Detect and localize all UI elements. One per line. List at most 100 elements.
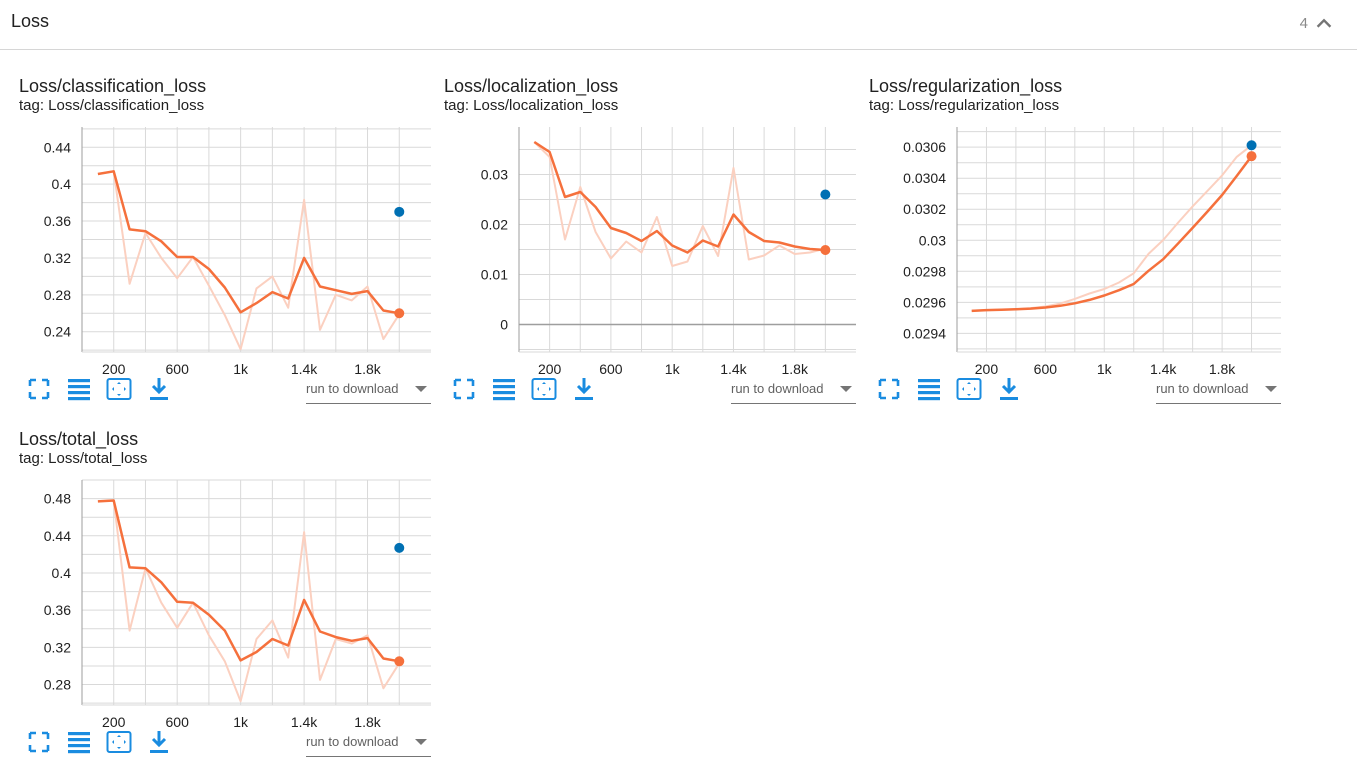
y-tick-label: 0.24 [44,324,71,340]
x-tick-label: 1.8k [1209,361,1236,377]
y-tick-label: 0.36 [44,213,71,229]
x-tick-label: 1k [1097,361,1113,377]
series-line-smoothed [97,170,400,315]
y-tick-label: 0.03 [481,167,508,183]
chart-title: Loss/total_loss [19,429,139,449]
dropdown-arrow-icon [1265,386,1277,392]
chart-plot[interactable]: 0.28 0.32 0.36 0.4 0.44 0.48 200 600 1k 1.4k 1.8k [19,429,439,730]
x-tick-label: 1k [665,361,681,377]
chart-title: Loss/localization_loss [444,76,619,96]
download-icon[interactable] [146,376,172,402]
chart-tag: tag: Loss/total_loss [19,450,148,467]
y-tick-label: 0.4 [52,176,72,192]
last-point-blue [394,206,405,217]
fit-domain-icon[interactable] [106,729,132,755]
run-to-download-select[interactable]: run to download [306,378,431,404]
chart-plot[interactable]: 0 0.01 0.02 0.03 200 600 1k 1.4k 1.8k [444,76,864,377]
list-icon[interactable] [66,729,92,755]
dropdown-arrow-icon [415,739,427,745]
download-icon[interactable] [146,729,172,755]
y-tick-label: 0.44 [44,528,71,544]
last-point-orange [394,656,405,667]
run-to-download-select[interactable]: run to download [306,731,431,757]
y-tick-label: 0.44 [44,139,71,155]
run-to-download-label: run to download [306,734,399,749]
last-point-blue [1246,140,1257,151]
series-line-smoothed [97,499,400,663]
y-tick-label: 0.0294 [903,325,946,341]
section-title: Loss [11,11,50,31]
y-tick-label: 0.0306 [903,139,946,155]
run-to-download-label: run to download [731,381,824,396]
y-tick-label: 0.28 [44,287,71,303]
y-tick-label: 0.28 [44,677,71,693]
x-tick-label: 1.8k [354,361,381,377]
y-tick-label: 0.36 [44,602,71,618]
last-point-blue [394,542,405,553]
run-to-download-label: run to download [1156,381,1249,396]
x-tick-label: 1.4k [291,714,318,730]
series-line-smoothed [971,155,1253,313]
chart-card-localization-loss: Loss/localization_loss tag: Loss/localiza… [444,76,864,416]
y-tick-label: 0.48 [44,491,71,507]
y-tick-label: 0.32 [44,639,71,655]
x-tick-label: 200 [538,361,562,377]
fit-domain-icon[interactable] [106,376,132,402]
x-tick-label: 600 [166,361,190,377]
chart-tag: tag: Loss/regularization_loss [869,97,1060,114]
download-icon[interactable] [996,376,1022,402]
fullscreen-icon[interactable] [26,376,52,402]
x-tick-label: 200 [102,361,126,377]
chart-plot[interactable]: 0.24 0.28 0.32 0.36 0.4 0.44 200 600 1k 1.4k 1.8k [19,76,439,377]
series-line-raw [971,144,1253,312]
y-tick-label: 0.03 [919,232,946,248]
last-point-orange [820,245,831,255]
dropdown-arrow-icon [415,386,427,392]
last-point-blue [820,189,831,200]
chart-tag: tag: Loss/classification_loss [19,97,205,114]
x-tick-label: 200 [975,361,999,377]
fullscreen-icon[interactable] [451,376,477,402]
chart-card-regularization-loss: Loss/regularization_loss tag: Loss/regula… [869,76,1289,416]
series-line-raw [533,141,826,267]
y-tick-label: 0.0298 [903,263,946,279]
fit-domain-icon[interactable] [531,376,557,402]
x-tick-label: 600 [1034,361,1058,377]
list-icon[interactable] [66,376,92,402]
x-tick-label: 600 [166,714,190,730]
last-point-orange [394,308,405,319]
chart-title: Loss/regularization_loss [869,76,1063,96]
x-tick-label: 1.4k [1150,361,1177,377]
y-tick-label: 0.0302 [903,201,946,217]
last-point-orange [1246,151,1257,162]
chart-card-total-loss: Loss/total_loss tag: Loss/total_loss 0.28 0… [19,429,439,769]
list-icon[interactable] [491,376,517,402]
series-line-raw [97,170,401,351]
chart-count: 4 [1299,15,1308,32]
dropdown-arrow-icon [840,386,852,392]
x-tick-label: 600 [599,361,623,377]
x-tick-label: 200 [102,714,126,730]
fit-domain-icon[interactable] [956,376,982,402]
x-tick-label: 1k [233,361,249,377]
chevron-up-icon[interactable] [1313,13,1335,35]
run-to-download-select[interactable]: run to download [1156,378,1281,404]
list-icon[interactable] [916,376,942,402]
y-tick-label: 0.0296 [903,294,946,310]
y-tick-label: 0.02 [481,217,508,233]
fullscreen-icon[interactable] [26,729,52,755]
section-header: Loss 4 [0,0,1357,50]
y-tick-label: 0 [500,317,508,333]
run-to-download-select[interactable]: run to download [731,378,856,404]
download-icon[interactable] [571,376,597,402]
x-tick-label: 1k [233,714,249,730]
y-tick-label: 0.01 [481,267,508,283]
y-tick-label: 0.32 [44,250,71,266]
chart-plot[interactable]: 0.0294 0.0296 0.0298 0.03 0.0302 0.0304 0.0306… [869,76,1289,377]
x-tick-label: 1.4k [291,361,318,377]
series-line-raw [97,499,401,703]
x-tick-label: 1.4k [720,361,747,377]
fullscreen-icon[interactable] [876,376,902,402]
series-line-smoothed [533,140,826,254]
chart-card-classification-loss: Loss/classification_loss tag: Loss/classi… [19,76,439,416]
